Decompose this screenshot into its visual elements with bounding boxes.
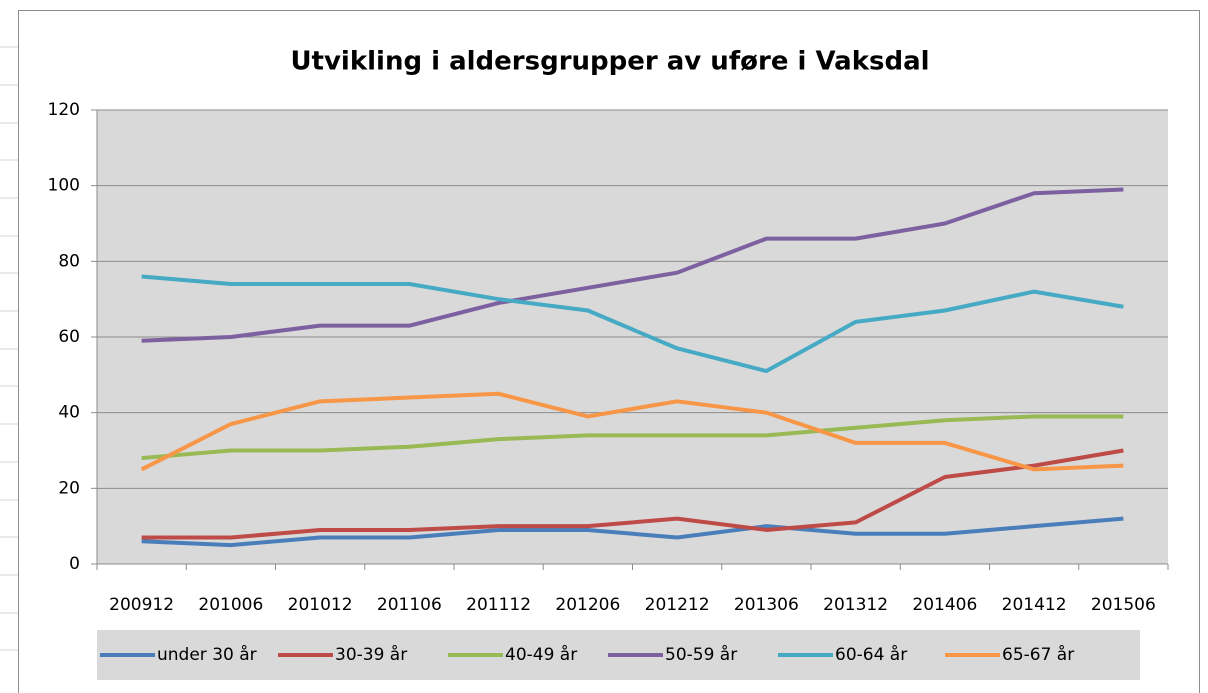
x-tick-label: 201106 <box>377 595 442 615</box>
series-line <box>141 274 1124 374</box>
series-line <box>141 448 1124 540</box>
legend-label: under 30 år <box>157 644 257 665</box>
x-tick-label: 201206 <box>555 595 620 615</box>
x-tick-label: 201312 <box>823 595 888 615</box>
legend-label: 40-49 år <box>505 644 577 665</box>
x-tick-label: 201212 <box>645 595 710 615</box>
legend-label: 30-39 år <box>335 644 407 665</box>
y-tick-label: 100 <box>48 176 80 196</box>
x-tick-label: 201412 <box>1002 595 1067 615</box>
x-tick-label: 201006 <box>198 595 263 615</box>
x-tick-label: 201012 <box>288 595 353 615</box>
series-line <box>141 414 1124 461</box>
series-line <box>141 516 1124 548</box>
legend-label: 65-67 år <box>1002 644 1074 665</box>
y-tick-label: 0 <box>69 554 80 574</box>
chart-title: Utvikling i aldersgrupper av uføre i Vak… <box>290 47 929 77</box>
x-tick-label: 200912 <box>109 595 174 615</box>
x-tick-label: 201406 <box>912 595 977 615</box>
legend-label: 50-59 år <box>665 644 737 665</box>
x-tick-label: 201306 <box>734 595 799 615</box>
y-tick-label: 40 <box>58 403 80 423</box>
sheet-edge <box>0 46 18 651</box>
y-tick-label: 60 <box>58 327 80 347</box>
y-tick-label: 80 <box>58 251 80 271</box>
x-tick-label: 201112 <box>466 595 531 615</box>
series-line <box>140 391 1124 472</box>
y-tick-label: 20 <box>58 478 80 498</box>
x-tick-label: 201506 <box>1091 595 1156 615</box>
series-line <box>141 187 1124 343</box>
legend-label: 60-64 år <box>835 644 907 665</box>
y-tick-label: 120 <box>48 100 80 120</box>
